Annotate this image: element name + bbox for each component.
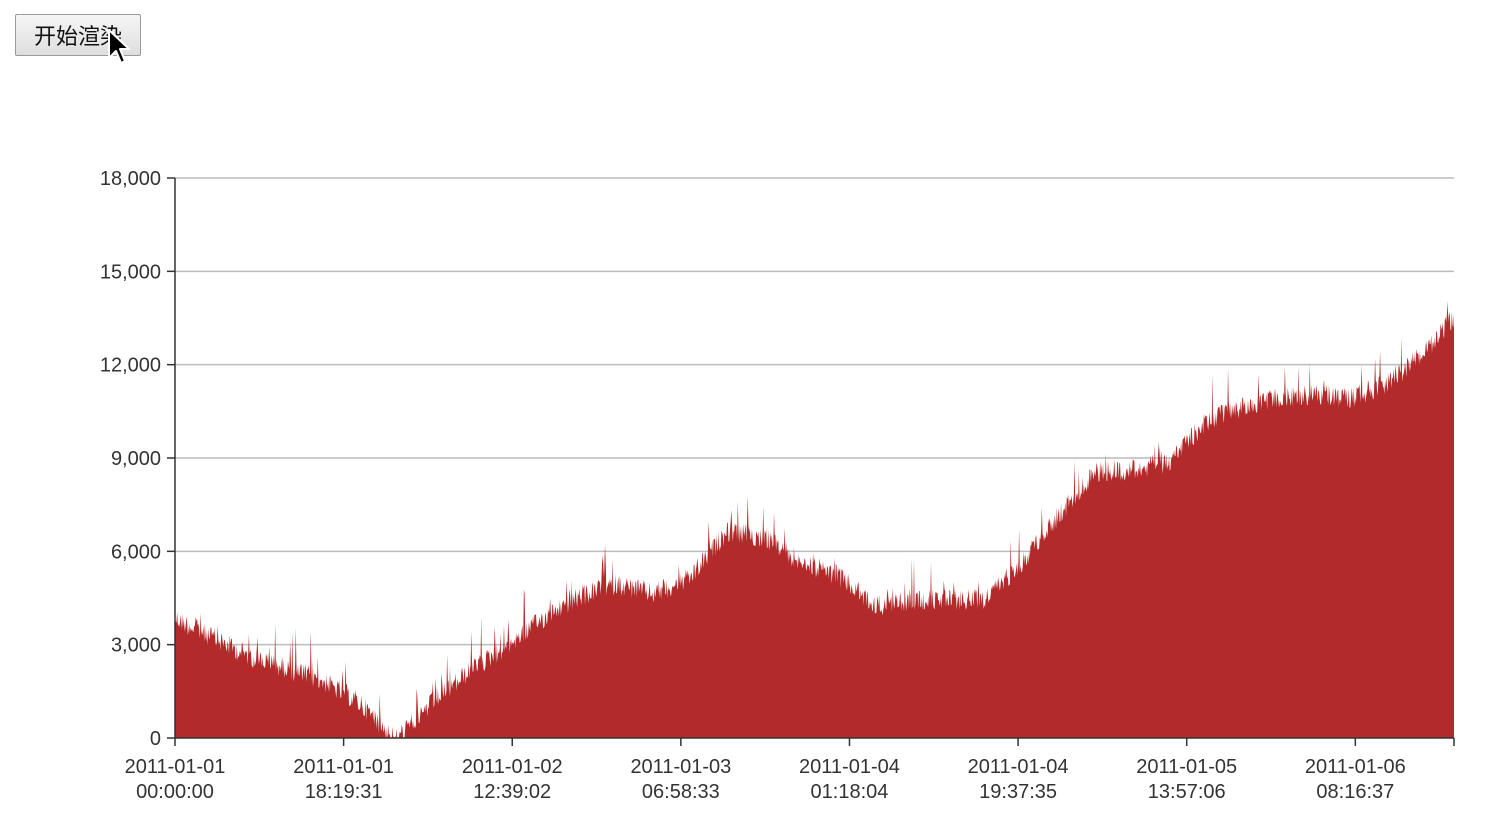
mouse-cursor-icon: [108, 29, 130, 64]
x-tick-label-date: 2011-01-03: [630, 756, 731, 778]
x-tick-label-time: 12:39:02: [473, 781, 551, 803]
x-tick-label-time: 08:16:37: [1316, 781, 1394, 803]
x-tick-label-time: 13:57:06: [1148, 781, 1226, 803]
y-tick-label: 12,000: [100, 355, 161, 377]
x-tick-label-date: 2011-01-05: [1136, 756, 1237, 778]
x-tick-label-time: 19:37:35: [979, 781, 1057, 803]
y-axis-ticks: 0 3,000 6,000 9,000 12,000 15,000 18,000: [100, 168, 175, 750]
x-tick-label-time: 18:19:31: [305, 781, 383, 803]
x-axis-ticks: 2011-01-01 00:00:00 2011-01-01 18:19:31 2011…: [125, 738, 1455, 803]
x-tick-label-time: 01:18:04: [811, 781, 889, 803]
y-tick-label: 6,000: [111, 541, 161, 563]
x-tick-label-date: 2011-01-04: [968, 756, 1069, 778]
x-tick-label-date: 2011-01-01: [293, 756, 394, 778]
x-tick-label-time: 00:00:00: [136, 781, 214, 803]
area-series: [175, 300, 1454, 738]
x-tick-label-date: 2011-01-01: [125, 756, 226, 778]
x-tick-label-date: 2011-01-06: [1305, 756, 1406, 778]
y-tick-label: 18,000: [100, 168, 161, 190]
y-tick-label: 3,000: [111, 635, 161, 657]
start-render-button[interactable]: 开始渲染: [15, 14, 141, 56]
y-tick-label: 0: [150, 728, 161, 750]
x-tick-label-time: 06:58:33: [642, 781, 720, 803]
x-tick-label-date: 2011-01-02: [462, 756, 563, 778]
y-tick-label: 15,000: [100, 261, 161, 283]
x-tick-label-date: 2011-01-04: [799, 756, 900, 778]
y-tick-label: 9,000: [111, 448, 161, 470]
